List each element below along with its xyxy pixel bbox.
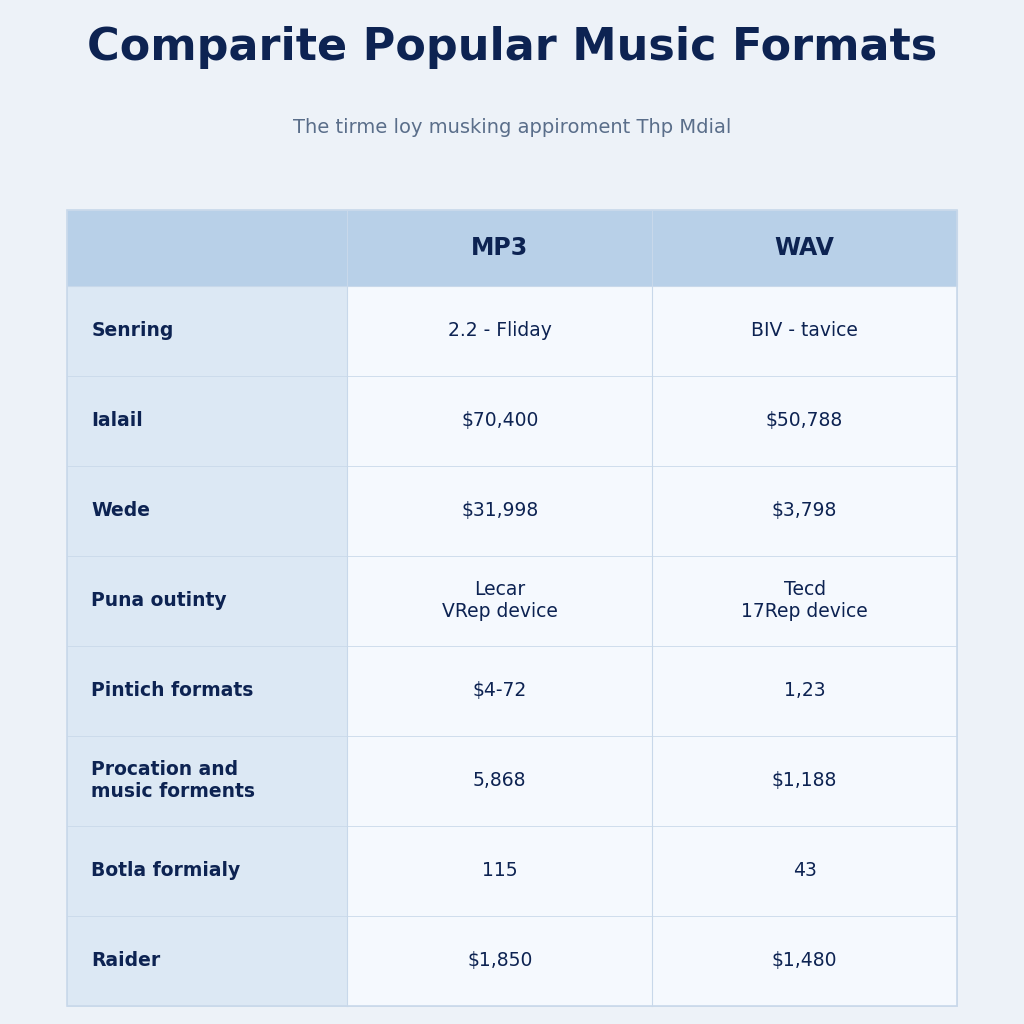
- Text: $70,400: $70,400: [461, 411, 539, 430]
- FancyBboxPatch shape: [67, 376, 347, 466]
- FancyBboxPatch shape: [67, 915, 347, 1006]
- FancyBboxPatch shape: [67, 825, 347, 915]
- FancyBboxPatch shape: [652, 915, 957, 1006]
- Text: Ialail: Ialail: [91, 411, 143, 430]
- Text: $1,480: $1,480: [772, 951, 838, 970]
- Text: 2.2 - Fliday: 2.2 - Fliday: [447, 321, 552, 340]
- Text: Procation and
music forments: Procation and music forments: [91, 760, 255, 801]
- Text: $4-72: $4-72: [473, 681, 527, 700]
- Text: 115: 115: [482, 861, 517, 880]
- Text: Botla formialy: Botla formialy: [91, 861, 241, 880]
- Text: Tecd
17Rep device: Tecd 17Rep device: [741, 580, 868, 621]
- FancyBboxPatch shape: [347, 645, 652, 735]
- FancyBboxPatch shape: [347, 556, 652, 645]
- Text: Comparite Popular Music Formats: Comparite Popular Music Formats: [87, 26, 937, 69]
- Text: Pintich formats: Pintich formats: [91, 681, 254, 700]
- Text: Puna outinty: Puna outinty: [91, 591, 227, 610]
- FancyBboxPatch shape: [652, 466, 957, 556]
- Text: Raider: Raider: [91, 951, 161, 970]
- FancyBboxPatch shape: [347, 915, 652, 1006]
- FancyBboxPatch shape: [67, 735, 347, 825]
- FancyBboxPatch shape: [652, 376, 957, 466]
- Text: Lecar
VRep device: Lecar VRep device: [441, 580, 558, 621]
- Text: 43: 43: [793, 861, 816, 880]
- Text: BIV - tavice: BIV - tavice: [752, 321, 858, 340]
- FancyBboxPatch shape: [67, 466, 347, 556]
- Text: MP3: MP3: [471, 236, 528, 260]
- FancyBboxPatch shape: [652, 556, 957, 645]
- FancyBboxPatch shape: [67, 645, 347, 735]
- FancyBboxPatch shape: [347, 286, 652, 376]
- Text: $3,798: $3,798: [772, 501, 838, 520]
- FancyBboxPatch shape: [652, 825, 957, 915]
- Text: 5,868: 5,868: [473, 771, 526, 791]
- Text: $50,788: $50,788: [766, 411, 843, 430]
- FancyBboxPatch shape: [67, 286, 347, 376]
- Text: $1,188: $1,188: [772, 771, 838, 791]
- FancyBboxPatch shape: [347, 825, 652, 915]
- FancyBboxPatch shape: [652, 735, 957, 825]
- Text: WAV: WAV: [774, 236, 835, 260]
- FancyBboxPatch shape: [347, 376, 652, 466]
- FancyBboxPatch shape: [347, 466, 652, 556]
- FancyBboxPatch shape: [347, 735, 652, 825]
- FancyBboxPatch shape: [652, 286, 957, 376]
- FancyBboxPatch shape: [67, 556, 347, 645]
- Text: Senring: Senring: [91, 321, 174, 340]
- FancyBboxPatch shape: [652, 645, 957, 735]
- Text: $31,998: $31,998: [461, 501, 539, 520]
- Text: The tirme loy musking appiroment Thp Mdial: The tirme loy musking appiroment Thp Mdi…: [293, 118, 731, 137]
- Text: 1,23: 1,23: [783, 681, 825, 700]
- Text: $1,850: $1,850: [467, 951, 532, 970]
- FancyBboxPatch shape: [67, 210, 957, 286]
- Text: Wede: Wede: [91, 501, 151, 520]
